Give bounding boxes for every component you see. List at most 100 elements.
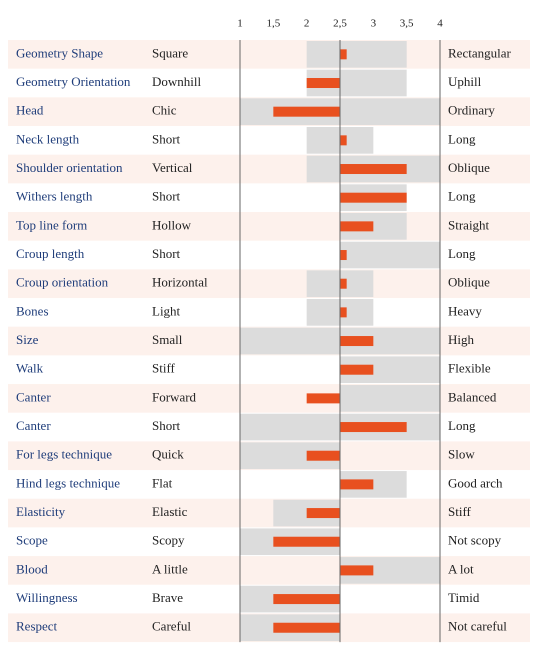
left-label: Light bbox=[152, 303, 181, 318]
category-label: Hind legs technique bbox=[16, 475, 120, 490]
right-label: A lot bbox=[448, 561, 474, 576]
left-label: Hollow bbox=[152, 217, 192, 232]
right-label: Not scopy bbox=[448, 533, 502, 548]
category-label: Respect bbox=[16, 619, 58, 634]
row-stripe bbox=[8, 212, 530, 241]
right-label: Long bbox=[448, 418, 476, 433]
category-label: Shoulder orientation bbox=[16, 160, 123, 175]
x-tick-label: 2 bbox=[304, 18, 310, 30]
value-bar bbox=[340, 278, 347, 289]
right-label: Long bbox=[448, 246, 476, 261]
left-label: Short bbox=[152, 131, 181, 146]
right-label: Oblique bbox=[448, 275, 490, 290]
right-label: Stiff bbox=[448, 504, 472, 519]
right-label: High bbox=[448, 332, 475, 347]
category-label: Croup length bbox=[16, 246, 85, 261]
left-label: Chic bbox=[152, 103, 177, 118]
left-label: Short bbox=[152, 246, 181, 261]
range-bar bbox=[340, 241, 440, 269]
value-bar bbox=[340, 221, 374, 232]
left-label: Stiff bbox=[152, 361, 176, 376]
value-bar bbox=[340, 565, 374, 576]
value-bar bbox=[340, 336, 374, 347]
left-label: Scopy bbox=[152, 533, 185, 548]
left-label: Elastic bbox=[152, 504, 188, 519]
range-bar bbox=[306, 41, 407, 68]
right-label: Timid bbox=[448, 590, 480, 605]
category-label: Geometry Orientation bbox=[16, 74, 131, 89]
x-tick-label: 1,5 bbox=[266, 18, 280, 30]
category-label: Geometry Shape bbox=[16, 45, 103, 60]
category-label: Elasticity bbox=[16, 504, 66, 519]
value-bar bbox=[273, 536, 340, 547]
category-label: Walk bbox=[16, 361, 44, 376]
right-label: Uphill bbox=[448, 74, 482, 89]
x-tick-label: 2,5 bbox=[333, 18, 347, 30]
value-bar bbox=[340, 250, 347, 261]
right-label: Rectangular bbox=[448, 45, 511, 60]
left-label: Horizontal bbox=[152, 275, 208, 290]
left-label: Downhill bbox=[152, 74, 202, 89]
left-label: A little bbox=[152, 561, 188, 576]
value-bar bbox=[340, 307, 347, 318]
left-label: Small bbox=[152, 332, 183, 347]
left-label: Quick bbox=[152, 447, 184, 462]
row-stripe bbox=[8, 556, 530, 585]
left-label: Short bbox=[152, 418, 181, 433]
x-tick-label: 4 bbox=[437, 18, 443, 30]
category-label: Croup orientation bbox=[16, 275, 109, 290]
category-label: Scope bbox=[16, 533, 48, 548]
right-label: Balanced bbox=[448, 389, 497, 404]
right-label: Long bbox=[448, 189, 476, 204]
category-label: Willingness bbox=[16, 590, 78, 605]
value-bar bbox=[306, 450, 340, 461]
left-label: Flat bbox=[152, 475, 173, 490]
value-bar bbox=[340, 49, 347, 60]
right-label: Straight bbox=[448, 217, 490, 232]
row-stripe bbox=[8, 384, 530, 413]
right-label: Heavy bbox=[448, 303, 482, 318]
row-stripe bbox=[8, 154, 530, 184]
value-bar bbox=[340, 364, 374, 375]
left-label: Square bbox=[152, 45, 188, 60]
x-tick-label: 3,5 bbox=[400, 18, 414, 30]
x-tick-label: 1 bbox=[237, 18, 243, 30]
right-label: Ordinary bbox=[448, 103, 495, 118]
value-bar bbox=[340, 422, 407, 433]
category-label: Size bbox=[16, 332, 39, 347]
right-label: Slow bbox=[448, 447, 475, 462]
right-label: Good arch bbox=[448, 475, 503, 490]
row-stripe bbox=[8, 269, 530, 299]
right-label: Oblique bbox=[448, 160, 490, 175]
category-label: Neck length bbox=[16, 131, 80, 146]
category-label: Top line form bbox=[16, 217, 87, 232]
right-label: Flexible bbox=[448, 361, 491, 376]
left-label: Brave bbox=[152, 590, 183, 605]
x-tick-label: 3 bbox=[371, 18, 377, 30]
value-bar bbox=[273, 622, 340, 633]
category-label: Canter bbox=[16, 418, 51, 433]
value-bar bbox=[340, 135, 347, 146]
value-bar bbox=[340, 479, 374, 490]
category-label: Canter bbox=[16, 389, 51, 404]
value-bar bbox=[340, 192, 407, 203]
left-label: Careful bbox=[152, 619, 191, 634]
value-bar bbox=[273, 106, 340, 117]
category-label: Bones bbox=[16, 303, 49, 318]
category-label: Withers length bbox=[16, 189, 93, 204]
left-label: Short bbox=[152, 189, 181, 204]
value-bar bbox=[306, 508, 340, 519]
category-label: Blood bbox=[16, 561, 48, 576]
right-label: Not careful bbox=[448, 619, 507, 634]
value-bar bbox=[340, 164, 407, 175]
category-label: For legs technique bbox=[16, 447, 112, 462]
category-label: Head bbox=[16, 103, 44, 118]
left-label: Forward bbox=[152, 389, 197, 404]
value-bar bbox=[306, 393, 340, 404]
row-stripe bbox=[8, 40, 530, 69]
range-bar bbox=[340, 385, 440, 412]
right-label: Long bbox=[448, 131, 476, 146]
row-stripe bbox=[8, 498, 530, 528]
value-bar bbox=[306, 78, 340, 89]
